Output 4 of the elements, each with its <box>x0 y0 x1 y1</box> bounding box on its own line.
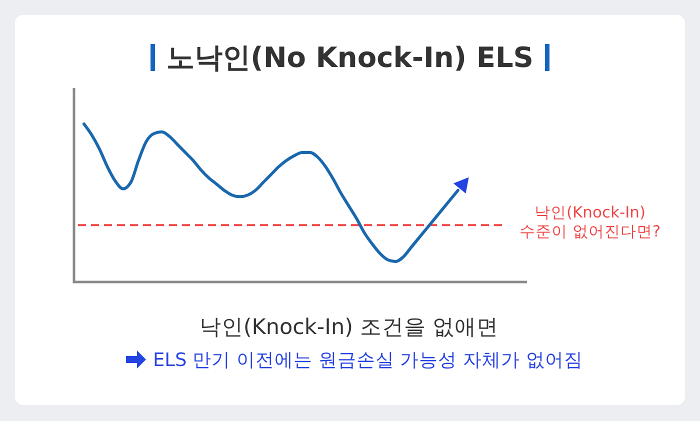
ref-line-label: 낙인(Knock-In) 수준이 없어진다면? <box>519 204 661 241</box>
chart-title: 노낙인(No Knock-In) ELS <box>166 41 534 74</box>
text: ELS 만기 이전에는 원금손실 가능성 자체가 없어짐 <box>152 350 584 371</box>
text: 낙인(Knock-In) 조건을 없애면 <box>199 315 499 340</box>
